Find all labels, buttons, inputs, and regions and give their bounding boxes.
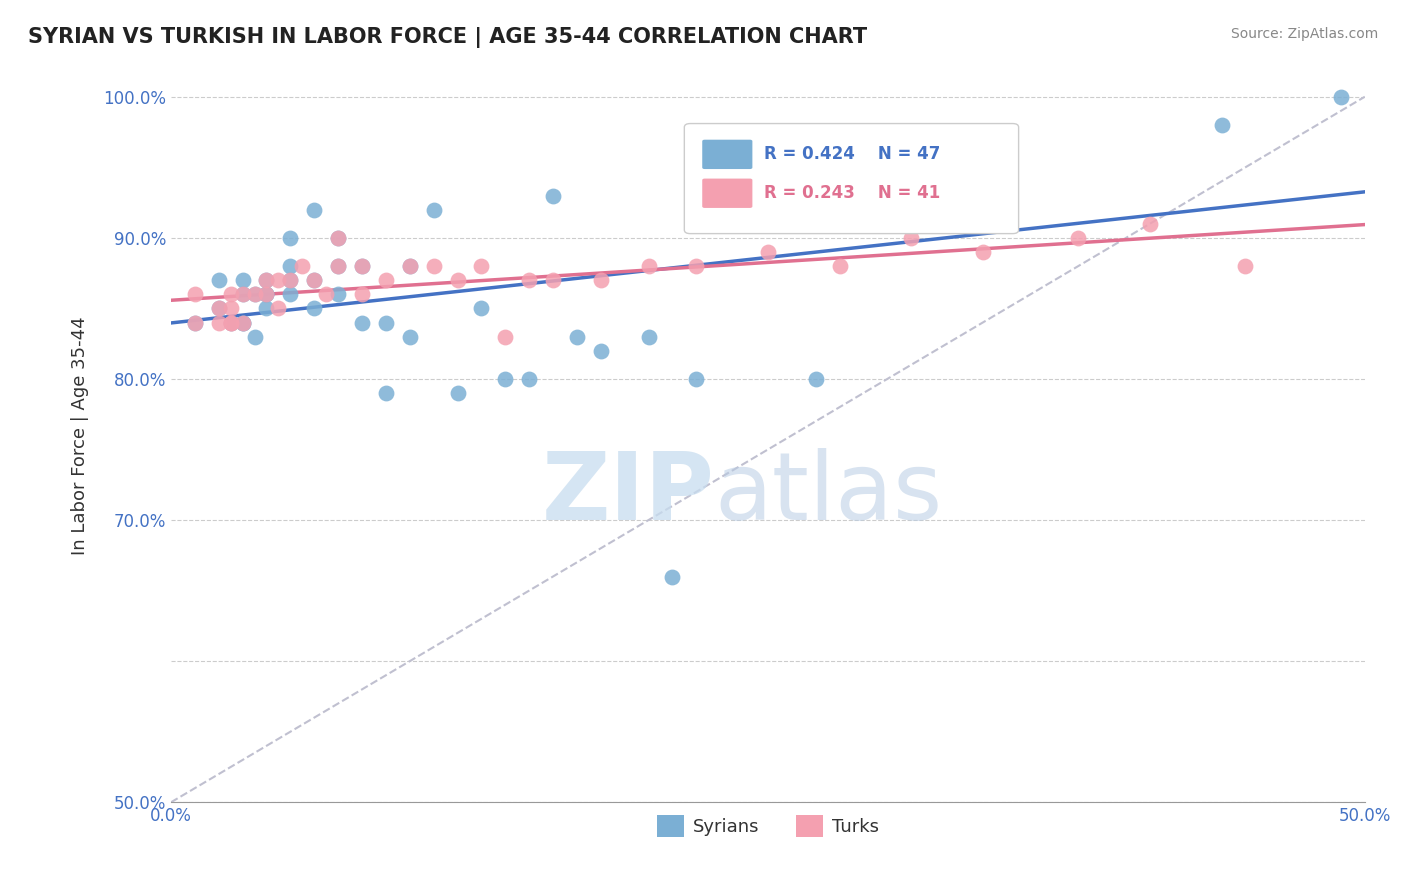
Point [541, 273, 564, 287]
Point [184, 287, 207, 301]
Point [756, 244, 779, 259]
Point [280, 273, 302, 287]
Point [1067, 231, 1090, 245]
Point [685, 372, 707, 386]
Point [972, 244, 994, 259]
Point [685, 259, 707, 273]
Point [326, 231, 349, 245]
Point [350, 316, 373, 330]
Point [280, 259, 302, 273]
Point [422, 202, 444, 217]
Point [256, 287, 278, 301]
Point [326, 287, 349, 301]
Point [232, 273, 254, 287]
Point [876, 161, 898, 175]
Point [517, 273, 540, 287]
Point [208, 273, 231, 287]
Point [1234, 259, 1257, 273]
Point [256, 287, 278, 301]
Point [208, 301, 231, 316]
Point [900, 132, 922, 146]
Point [232, 287, 254, 301]
Point [232, 316, 254, 330]
Point [267, 273, 290, 287]
Point [900, 231, 922, 245]
Point [267, 301, 290, 316]
Point [517, 372, 540, 386]
Point [565, 329, 588, 343]
Point [398, 259, 420, 273]
Point [350, 259, 373, 273]
Point [256, 301, 278, 316]
Point [637, 329, 659, 343]
Point [219, 301, 242, 316]
Point [219, 287, 242, 301]
Point [326, 259, 349, 273]
Point [470, 259, 492, 273]
Point [374, 273, 396, 287]
Point [232, 287, 254, 301]
Text: ZIP: ZIP [541, 448, 714, 540]
Point [422, 259, 444, 273]
Point [541, 188, 564, 202]
Point [756, 161, 779, 175]
Point [243, 287, 266, 301]
Point [1211, 118, 1233, 132]
Point [280, 273, 302, 287]
Point [1330, 89, 1353, 103]
Point [374, 386, 396, 401]
Point [208, 301, 231, 316]
Point [350, 287, 373, 301]
Point [304, 202, 326, 217]
Point [256, 287, 278, 301]
FancyBboxPatch shape [702, 178, 752, 208]
Point [494, 372, 516, 386]
Point [184, 316, 207, 330]
Point [256, 273, 278, 287]
Point [219, 316, 242, 330]
Point [470, 301, 492, 316]
Point [589, 273, 612, 287]
Point [243, 287, 266, 301]
Point [291, 259, 314, 273]
Point [804, 372, 827, 386]
Point [661, 569, 683, 583]
Point [280, 287, 302, 301]
Point [304, 273, 326, 287]
Point [304, 301, 326, 316]
Point [184, 316, 207, 330]
Text: atlas: atlas [714, 448, 942, 540]
Text: SYRIAN VS TURKISH IN LABOR FORCE | AGE 35-44 CORRELATION CHART: SYRIAN VS TURKISH IN LABOR FORCE | AGE 3… [28, 27, 868, 48]
Point [374, 316, 396, 330]
Point [232, 316, 254, 330]
FancyBboxPatch shape [702, 140, 752, 169]
Point [208, 316, 231, 330]
Legend: Syrians, Turks: Syrians, Turks [650, 808, 886, 845]
Point [315, 287, 337, 301]
Point [350, 259, 373, 273]
Point [446, 273, 468, 287]
Point [446, 386, 468, 401]
Point [243, 329, 266, 343]
Point [398, 259, 420, 273]
Point [232, 316, 254, 330]
Y-axis label: In Labor Force | Age 35-44: In Labor Force | Age 35-44 [72, 316, 89, 555]
Point [494, 329, 516, 343]
Point [589, 343, 612, 358]
Text: Source: ZipAtlas.com: Source: ZipAtlas.com [1230, 27, 1378, 41]
Point [326, 231, 349, 245]
Point [637, 259, 659, 273]
Text: R = 0.243    N = 41: R = 0.243 N = 41 [765, 185, 941, 202]
Point [219, 316, 242, 330]
Text: R = 0.424    N = 47: R = 0.424 N = 47 [765, 145, 941, 163]
FancyBboxPatch shape [685, 124, 1018, 234]
Point [256, 273, 278, 287]
Point [398, 329, 420, 343]
Point [280, 231, 302, 245]
Point [219, 316, 242, 330]
Point [326, 259, 349, 273]
Point [1139, 217, 1161, 231]
Point [828, 259, 851, 273]
Point [304, 273, 326, 287]
